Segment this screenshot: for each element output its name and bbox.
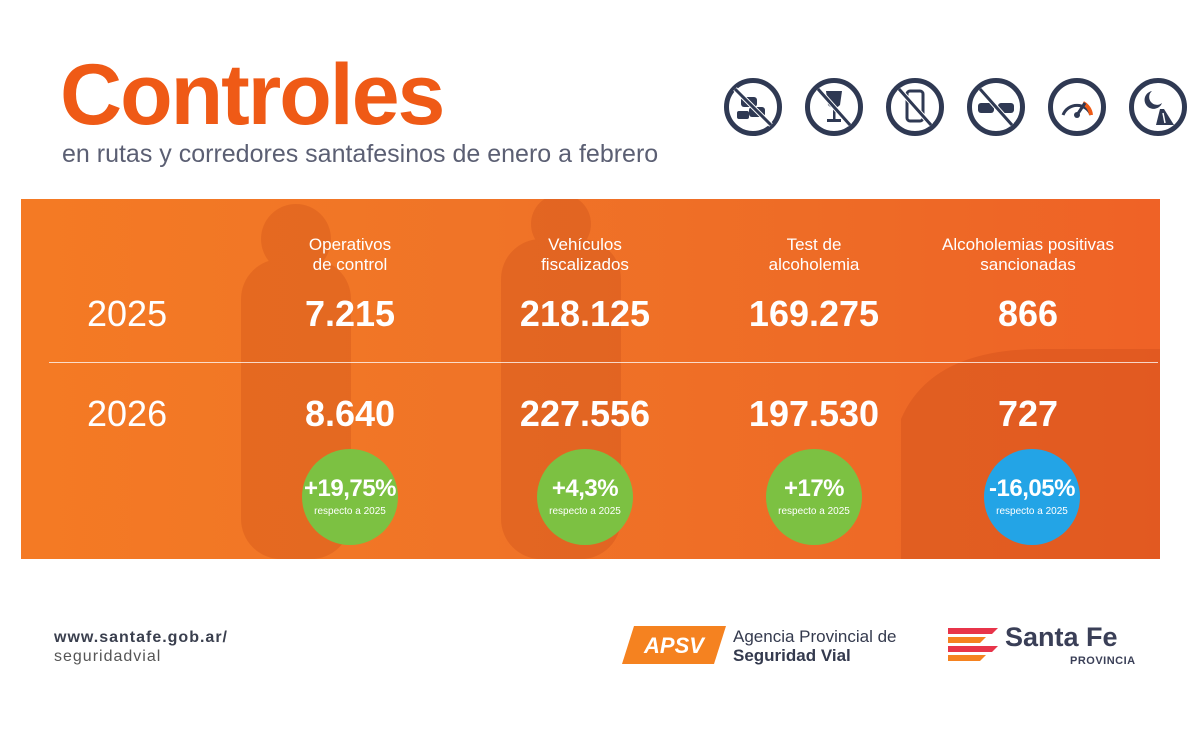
value-2026-vehiculos: 227.556 [519, 393, 651, 434]
value-2026-test: 197.530 [748, 393, 880, 434]
value-2026-alcoholemias: 727 [997, 393, 1059, 434]
value-2025-test: 169.275 [748, 293, 880, 334]
no-phone-icon [886, 78, 944, 136]
header-alcoholemias: Alcoholemias positivas sancionadas [942, 235, 1114, 274]
santa-fe-name: Santa Fe [1005, 622, 1118, 652]
header-vehiculos: Vehículos fiscalizados [541, 235, 629, 274]
value-2025-operativos: 7.215 [304, 293, 396, 334]
value-2026-operativos: 8.640 [304, 393, 396, 434]
row-divider [49, 362, 1158, 363]
header-operativos: Operativos de control [308, 235, 392, 274]
value-2025-vehiculos: 218.125 [519, 293, 651, 334]
santa-fe-flag-logo [948, 628, 998, 661]
svg-text:APSV: APSV [643, 633, 706, 658]
value-2025-alcoholemias: 866 [997, 293, 1059, 334]
page-subtitle: en rutas y corredores santafesinos de en… [62, 140, 659, 168]
change-badge-alcoholemias: -16,05% respecto a 2025 [984, 449, 1080, 545]
change-badge-operativos: +19,75% respecto a 2025 [302, 449, 398, 545]
header-test: Test de alcoholemia [768, 235, 860, 274]
speedometer-icon [1048, 78, 1106, 136]
year-2025: 2025 [87, 293, 168, 334]
night-road-icon [1129, 78, 1187, 136]
santa-fe-provincia: PROVINCIA [1070, 655, 1136, 667]
page-title: Controles [60, 47, 445, 143]
no-traffic-jam-icon [724, 78, 782, 136]
stats-panel: Operativos de control Vehículos fiscalizad… [21, 199, 1160, 559]
apsv-name: Agencia Provincial de Seguridad Vial [733, 627, 897, 665]
change-badge-test: +17% respecto a 2025 [766, 449, 862, 545]
year-2026: 2026 [87, 393, 168, 434]
change-badge-vehiculos: +4,3% respecto a 2025 [537, 449, 633, 545]
apsv-logo: APSV [622, 626, 726, 664]
no-alcohol-icon [805, 78, 863, 136]
no-overtaking-icon [967, 78, 1025, 136]
website-link[interactable]: www.santafe.gob.ar/ seguridadvial [54, 629, 228, 665]
